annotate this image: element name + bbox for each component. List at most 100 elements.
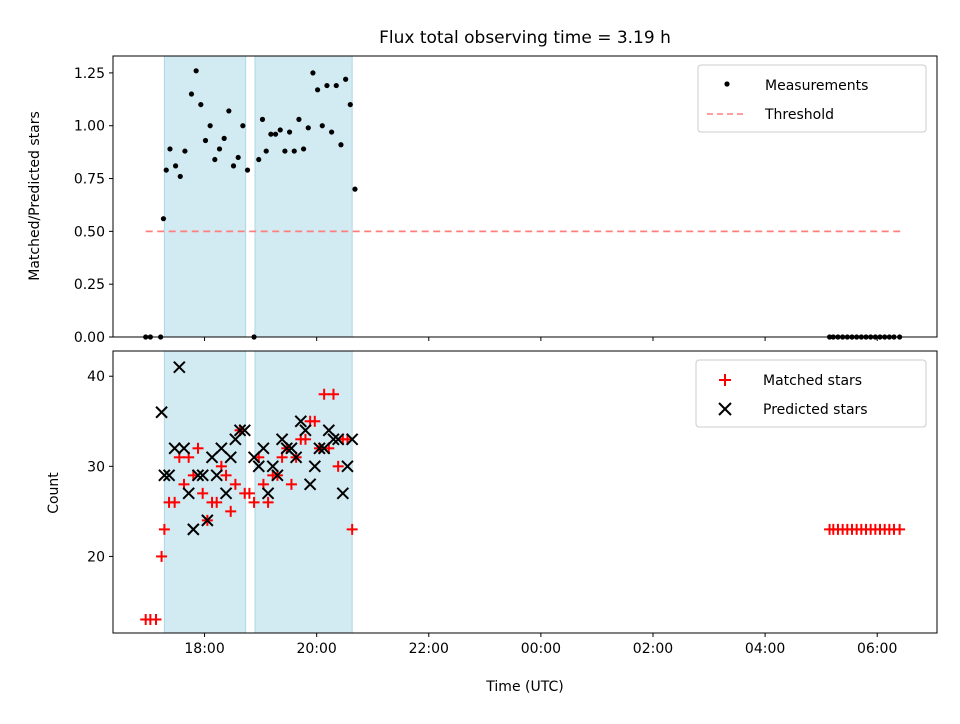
predicted-star-marker (224, 451, 237, 464)
measurement-point (230, 163, 237, 169)
legend-matched-marker (719, 374, 731, 386)
matched-star-marker (318, 388, 330, 400)
measurement-point (198, 101, 204, 108)
measurement-point (172, 163, 179, 169)
predicted-star-marker (303, 478, 317, 491)
measurement-point (324, 82, 330, 89)
x-tick-label: 18:00 (184, 641, 224, 657)
y-tick-label: 0.75 (74, 172, 105, 188)
x-tick-label: 20:00 (296, 641, 336, 657)
measurement-point (240, 123, 246, 129)
predicted-star-marker (252, 460, 265, 473)
matched-star-marker (332, 460, 344, 472)
predicted-star-marker (299, 424, 312, 437)
measurement-point (202, 137, 209, 144)
measurement-point (319, 123, 325, 129)
predicted-star-marker (271, 469, 284, 482)
y-tick-label: 30 (87, 459, 105, 475)
y-tick-label: 1.25 (74, 66, 105, 82)
measurement-point (188, 91, 195, 97)
observing-interval (254, 55, 353, 338)
predicted-star-marker (345, 433, 359, 446)
measurement-point (221, 135, 227, 141)
predicted-star-marker (177, 442, 191, 455)
matched-star-marker (299, 433, 311, 445)
measurement-point (333, 82, 339, 89)
matched-star-marker (156, 550, 168, 562)
measurement-point (235, 154, 241, 161)
x-tick-label: 02:00 (633, 641, 673, 657)
measurement-point (343, 76, 349, 82)
predicted-star-marker (336, 487, 350, 500)
matched-star-marker (229, 478, 241, 490)
measurement-point (207, 123, 213, 129)
top-axes-frame (112, 55, 938, 338)
measurement-point (226, 108, 232, 114)
top-y-ticks: 0.00 0.25 0.50 0.75 1.00 1.25 (74, 66, 113, 346)
measurement-point (352, 186, 358, 192)
measurement-point (193, 68, 199, 74)
predicted-star-marker (229, 433, 242, 446)
measurement-point (268, 131, 274, 137)
y-tick-label: 0.50 (74, 224, 105, 240)
predicted-star-marker (191, 469, 205, 482)
legend-threshold-label: Threshold (764, 107, 834, 123)
predicted-star-marker (275, 433, 289, 446)
top-y-axis-label: Matched/Predicted stars (27, 111, 43, 281)
predicted-star-marker (196, 469, 209, 482)
measurement-point (272, 131, 279, 137)
predicted-star-marker (327, 433, 340, 446)
predicted-star-marker (155, 406, 168, 419)
measurement-point (291, 148, 297, 154)
measurement-point (177, 173, 183, 180)
legend-measurements-label: Measurements (765, 78, 868, 94)
predicted-star-marker (210, 469, 223, 482)
measurement-point (163, 167, 169, 173)
measurement-point (282, 148, 288, 154)
predicted-star-marker (322, 424, 336, 437)
matched-star-marker (262, 496, 274, 508)
x-tick-label: 00:00 (521, 641, 561, 657)
legend-measurement-marker (724, 81, 730, 87)
matched-star-marker (192, 442, 204, 454)
matched-star-marker (243, 487, 255, 499)
observing-interval (163, 55, 247, 338)
predicted-star-marker (201, 514, 214, 527)
top-legend: Measurements Threshold (697, 64, 927, 133)
matched-star-marker (285, 478, 297, 490)
predicted-star-marker (257, 442, 270, 455)
chart-title: Flux total observing time = 3.19 h (379, 28, 671, 48)
y-tick-label: 1.00 (74, 119, 105, 135)
matched-star-marker (248, 496, 260, 508)
matched-star-marker (309, 415, 321, 427)
measurement-point (263, 148, 269, 154)
predicted-star-markers (155, 361, 359, 536)
legend-predicted-marker (718, 402, 732, 416)
legend-predicted-label: Predicted stars (763, 402, 868, 418)
measurement-point (256, 156, 262, 163)
y-tick-label: 20 (87, 549, 105, 565)
bottom-y-axis-label: Count (46, 472, 62, 514)
predicted-star-marker (215, 442, 228, 455)
matched-star-marker (169, 496, 181, 508)
measurement-point (314, 87, 321, 93)
measurement-point (160, 216, 167, 222)
predicted-star-marker (238, 424, 251, 437)
predicted-star-marker (285, 442, 298, 455)
measurement-point (338, 142, 344, 148)
measurement-point (167, 146, 173, 152)
top-legend-box (697, 64, 927, 133)
predicted-star-marker (247, 451, 261, 464)
y-tick-label: 0.25 (74, 277, 105, 293)
matched-star-marker (327, 388, 339, 400)
predicted-star-marker (308, 460, 322, 473)
predicted-star-marker (317, 442, 331, 455)
measurement-point (212, 156, 218, 163)
measurement-point (216, 146, 223, 152)
matched-star-marker (225, 505, 237, 517)
measurement-point (305, 125, 311, 131)
measurement-point (296, 116, 302, 122)
bottom-axes-frame (112, 350, 938, 634)
matched-star-marker (158, 523, 170, 535)
